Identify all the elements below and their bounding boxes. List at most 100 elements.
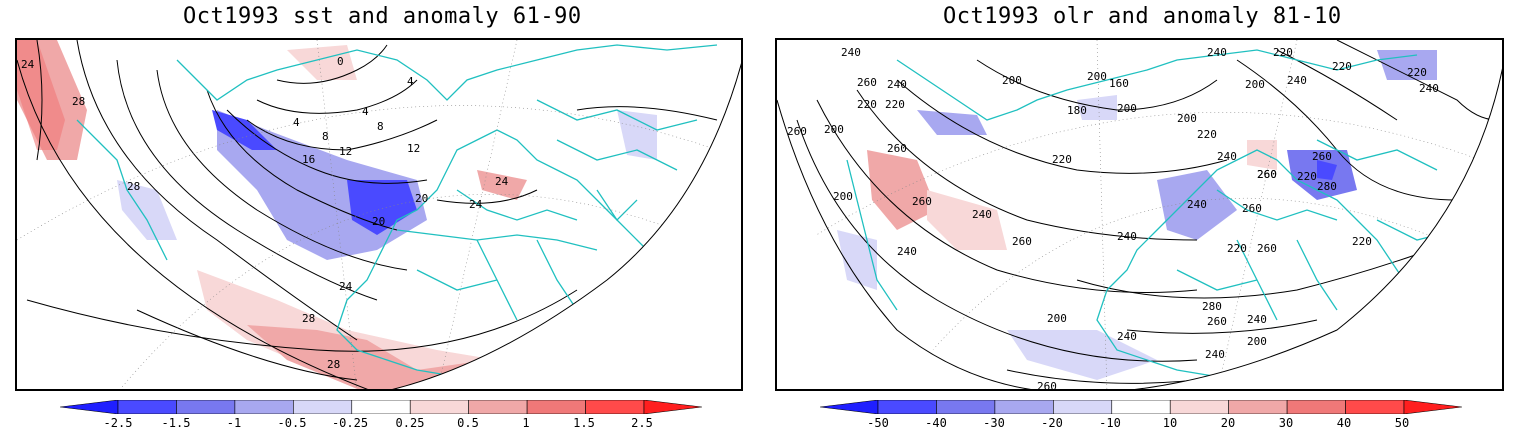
left-colorbar-swatch bbox=[409, 400, 469, 414]
right-clabel: 200 bbox=[1047, 312, 1067, 325]
right-colorbar-min-arrow bbox=[820, 400, 879, 414]
right-colorbar-swatch bbox=[877, 400, 937, 414]
left-colorbar-swatch bbox=[468, 400, 528, 414]
left-clabel: 8 bbox=[322, 130, 329, 143]
right-clabel: 260 bbox=[1257, 168, 1277, 181]
olr-contour-3 bbox=[856, 89, 1198, 241]
coast-r-europe bbox=[1106, 149, 1418, 301]
right-clabel: 260 bbox=[1257, 168, 1277, 181]
right-clabel: 240 bbox=[972, 208, 992, 221]
right-clabel: 220 bbox=[1332, 60, 1352, 73]
coast-north bbox=[176, 44, 718, 101]
sst-anomaly-cool-north bbox=[212, 110, 277, 150]
right-clabel: 260 bbox=[1012, 235, 1032, 248]
right-clabel: 240 bbox=[841, 46, 861, 59]
olr-contour-9 bbox=[1076, 239, 1458, 299]
sst-anomaly-cool-sw bbox=[117, 180, 177, 240]
olr-anomaly-cool-8 bbox=[1077, 95, 1117, 120]
right-clabel: 200 bbox=[833, 190, 853, 203]
sst-contour-11 bbox=[136, 309, 358, 381]
left-colorbar-swatch bbox=[585, 400, 645, 414]
left-clabel: 20 bbox=[415, 192, 428, 205]
left-clabel: 24 bbox=[21, 58, 35, 71]
left-colorbar-tick: 0.25 bbox=[395, 416, 425, 430]
left-map-boundary-right bbox=[392, 62, 741, 389]
left-clabel: 12 bbox=[407, 142, 420, 155]
right-clabel: 160 bbox=[1109, 77, 1129, 90]
right-colorbar-swatch bbox=[1228, 400, 1288, 414]
left-clabel: 28 bbox=[127, 180, 140, 193]
left-colorbar-tick: 1 bbox=[522, 416, 530, 430]
right-colorbar-max-arrow bbox=[1403, 400, 1462, 414]
right-colorbar-swatch bbox=[1345, 400, 1405, 414]
olr-anomaly-warm-3 bbox=[1247, 140, 1277, 170]
right-colorbar-tick: -10 bbox=[1099, 416, 1121, 430]
graticule-r-4 bbox=[1216, 40, 1298, 389]
left-clabel: 24 bbox=[469, 198, 483, 211]
left-panel-title: Oct1993 sst and anomaly 61-90 bbox=[183, 4, 582, 29]
right-clabel: 200 bbox=[1247, 335, 1267, 348]
right-colorbar-tick: 30 bbox=[1278, 416, 1294, 430]
left-contour-labels: 24 28 28 0 4 4 4 8 8 12 12 16 20 20 24 2… bbox=[21, 55, 509, 371]
right-clabel: 240 bbox=[1187, 198, 1207, 211]
sst-contour-6 bbox=[246, 119, 438, 151]
left-colorbar-swatch bbox=[234, 400, 294, 414]
right-clabel: 220 bbox=[1227, 242, 1247, 255]
sst-contour-8 bbox=[276, 44, 388, 84]
right-colorbar-tick: 40 bbox=[1336, 416, 1352, 430]
right-clabel: 240 bbox=[1117, 330, 1137, 343]
left-clabel: 4 bbox=[362, 105, 369, 118]
left-clabel: 24 bbox=[495, 175, 509, 188]
sst-contour-4 bbox=[206, 89, 398, 231]
graticule-3 bbox=[316, 40, 358, 389]
sst-anomaly-cool-core bbox=[347, 180, 417, 235]
sst-contour-12 bbox=[576, 106, 718, 121]
left-clabel: 0 bbox=[337, 55, 344, 68]
borders-east bbox=[536, 99, 698, 171]
left-clabel: 28 bbox=[72, 95, 85, 108]
sst-anomaly-warm-med bbox=[477, 170, 527, 200]
left-clabel: 28 bbox=[327, 358, 340, 371]
left-colorbar-tick: -1 bbox=[226, 416, 242, 430]
right-clabel: 240 bbox=[1247, 313, 1267, 326]
right-colorbar-tick: 10 bbox=[1162, 416, 1178, 430]
graticule-4 bbox=[436, 40, 518, 389]
left-colorbar-swatch bbox=[117, 400, 177, 414]
right-colorbar bbox=[820, 400, 1462, 414]
olr-contour-5 bbox=[976, 59, 1218, 111]
sst-contour-3 bbox=[156, 69, 408, 271]
olr-contour-7 bbox=[1276, 49, 1398, 121]
olr-contour-1 bbox=[796, 119, 1198, 362]
right-clabel: 240 bbox=[1419, 82, 1439, 95]
sst-contour-10 bbox=[26, 289, 578, 352]
right-clabel: 240 bbox=[887, 78, 907, 91]
left-clabel: 24 bbox=[339, 280, 353, 293]
right-colorbar-ticks: -50 -40 -30 -20 -10 10 20 30 40 50 bbox=[820, 416, 1462, 432]
olr-anomaly-cool-1 bbox=[917, 110, 987, 135]
right-clabel: 260 bbox=[1207, 315, 1227, 328]
right-colorbar-tick: 50 bbox=[1394, 416, 1410, 430]
right-clabel: 220 bbox=[1273, 46, 1293, 59]
left-colorbar-max-arrow bbox=[643, 400, 702, 414]
right-clabel: 240 bbox=[1217, 150, 1237, 163]
right-clabel: 240 bbox=[1207, 46, 1227, 59]
right-clabel: 240 bbox=[1117, 230, 1137, 243]
olr-anomaly-cool-6 bbox=[837, 230, 877, 290]
right-contour-labels: 240 260 240 220 260 200 200 220 200 160 … bbox=[787, 46, 1439, 389]
left-colorbar-tick: -1.5 bbox=[161, 416, 191, 430]
left-clabel: 28 bbox=[302, 312, 315, 325]
left-colorbar-min-arrow bbox=[60, 400, 119, 414]
right-colorbar-swatch bbox=[1111, 400, 1171, 414]
left-clabel: 16 bbox=[302, 153, 315, 166]
sst-contour-13 bbox=[436, 189, 538, 204]
right-map: 240 260 240 220 260 200 200 220 200 160 … bbox=[775, 38, 1504, 391]
right-clabel: 220 bbox=[857, 98, 877, 111]
right-clabel: 240 bbox=[1205, 348, 1225, 361]
left-colorbar-swatch bbox=[176, 400, 236, 414]
coast-r-africa bbox=[1096, 289, 1238, 381]
sst-anomaly-warm-south bbox=[197, 270, 517, 389]
olr-contour-8 bbox=[1336, 40, 1498, 121]
right-clabel: 260 bbox=[857, 76, 877, 89]
sst-contour-1 bbox=[76, 40, 358, 341]
left-colorbar-tick: 1.5 bbox=[573, 416, 595, 430]
